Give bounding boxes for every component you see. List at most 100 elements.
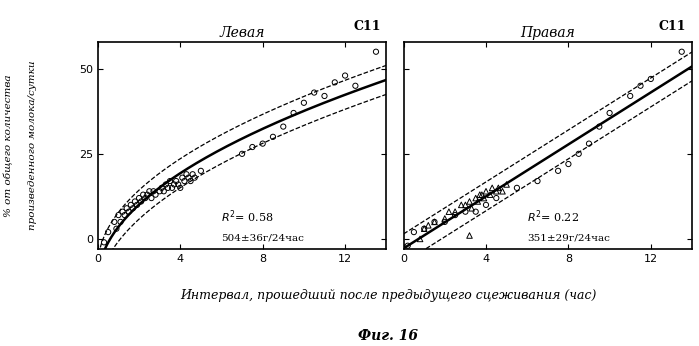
Text: Фиг. 16: Фиг. 16	[358, 329, 418, 343]
Point	[464, 233, 475, 238]
Point	[278, 124, 289, 129]
Point	[480, 202, 491, 208]
Point	[501, 182, 512, 187]
Point	[308, 90, 319, 95]
Point	[123, 209, 134, 215]
Point	[119, 212, 130, 218]
Point	[552, 168, 563, 174]
Point	[429, 219, 440, 225]
Point	[138, 192, 149, 198]
Text: C11: C11	[658, 20, 686, 33]
Title: Правая: Правая	[520, 26, 575, 40]
Point	[183, 175, 194, 180]
Point	[131, 202, 143, 208]
Point	[625, 93, 636, 99]
Point	[150, 192, 161, 198]
Point	[181, 172, 192, 177]
Point	[604, 110, 615, 116]
Point	[493, 185, 504, 191]
Point	[460, 202, 471, 208]
Point	[474, 192, 485, 198]
Point	[158, 189, 169, 194]
Point	[449, 212, 461, 218]
Point	[472, 199, 483, 204]
Point	[484, 192, 496, 198]
Point	[148, 189, 159, 194]
Point	[162, 185, 173, 191]
Point	[456, 202, 467, 208]
Point	[187, 172, 199, 177]
Point	[177, 175, 188, 180]
Title: Левая: Левая	[219, 26, 265, 40]
Point	[173, 182, 184, 187]
Point	[415, 236, 426, 242]
Point	[532, 178, 543, 184]
Text: $R^2$= 0.58: $R^2$= 0.58	[222, 209, 274, 225]
Point	[419, 226, 430, 231]
Point	[113, 212, 124, 218]
Point	[236, 151, 247, 157]
Point	[439, 219, 450, 225]
Text: C11: C11	[353, 20, 380, 33]
Point	[121, 206, 132, 211]
Point	[109, 219, 120, 225]
Point	[111, 226, 122, 231]
Point	[370, 49, 382, 55]
Point	[573, 151, 584, 157]
Point	[476, 192, 487, 198]
Point	[470, 209, 482, 215]
Point	[117, 209, 128, 215]
Point	[136, 199, 147, 204]
Point	[470, 195, 482, 201]
Point	[156, 185, 167, 191]
Point	[103, 229, 114, 235]
Point	[319, 93, 330, 99]
Point	[134, 195, 145, 201]
Point	[146, 195, 157, 201]
Point	[635, 83, 646, 89]
Point	[175, 185, 186, 191]
Text: Интервал, прошедший после предыдущего сцеживания (час): Интервал, прошедший после предыдущего сц…	[180, 289, 596, 302]
Point	[247, 144, 258, 150]
Point	[480, 189, 491, 194]
Point	[491, 189, 502, 194]
Point	[179, 178, 190, 184]
Point	[478, 195, 489, 201]
Point	[676, 49, 687, 55]
Point	[195, 168, 206, 174]
Point	[487, 185, 498, 191]
Point	[99, 239, 110, 245]
Point	[288, 110, 299, 116]
Point	[449, 209, 461, 215]
Point	[645, 76, 656, 82]
Point	[497, 189, 508, 194]
Point	[584, 141, 595, 146]
Text: $R^2$= 0.22: $R^2$= 0.22	[527, 209, 579, 225]
Point	[171, 178, 182, 184]
Point	[460, 209, 471, 215]
Point	[268, 134, 279, 139]
Point	[563, 161, 574, 167]
Point	[257, 141, 268, 146]
Point	[185, 178, 196, 184]
Point	[466, 206, 477, 211]
Text: 351±29г/24час: 351±29г/24час	[527, 233, 610, 242]
Point	[443, 209, 454, 215]
Text: произведенного молока/сутки: произведенного молока/сутки	[28, 61, 37, 230]
Point	[144, 189, 155, 194]
Point	[408, 229, 419, 235]
Point	[340, 73, 351, 78]
Point	[189, 175, 201, 180]
Point	[125, 202, 136, 208]
Text: % от общего количества: % от общего количества	[3, 74, 13, 217]
Point	[166, 185, 178, 191]
Point	[140, 195, 151, 201]
Point	[419, 226, 430, 231]
Point	[439, 216, 450, 221]
Point	[511, 185, 522, 191]
Point	[593, 124, 605, 129]
Point	[127, 206, 138, 211]
Point	[429, 219, 440, 225]
Point	[160, 182, 171, 187]
Point	[115, 219, 126, 225]
